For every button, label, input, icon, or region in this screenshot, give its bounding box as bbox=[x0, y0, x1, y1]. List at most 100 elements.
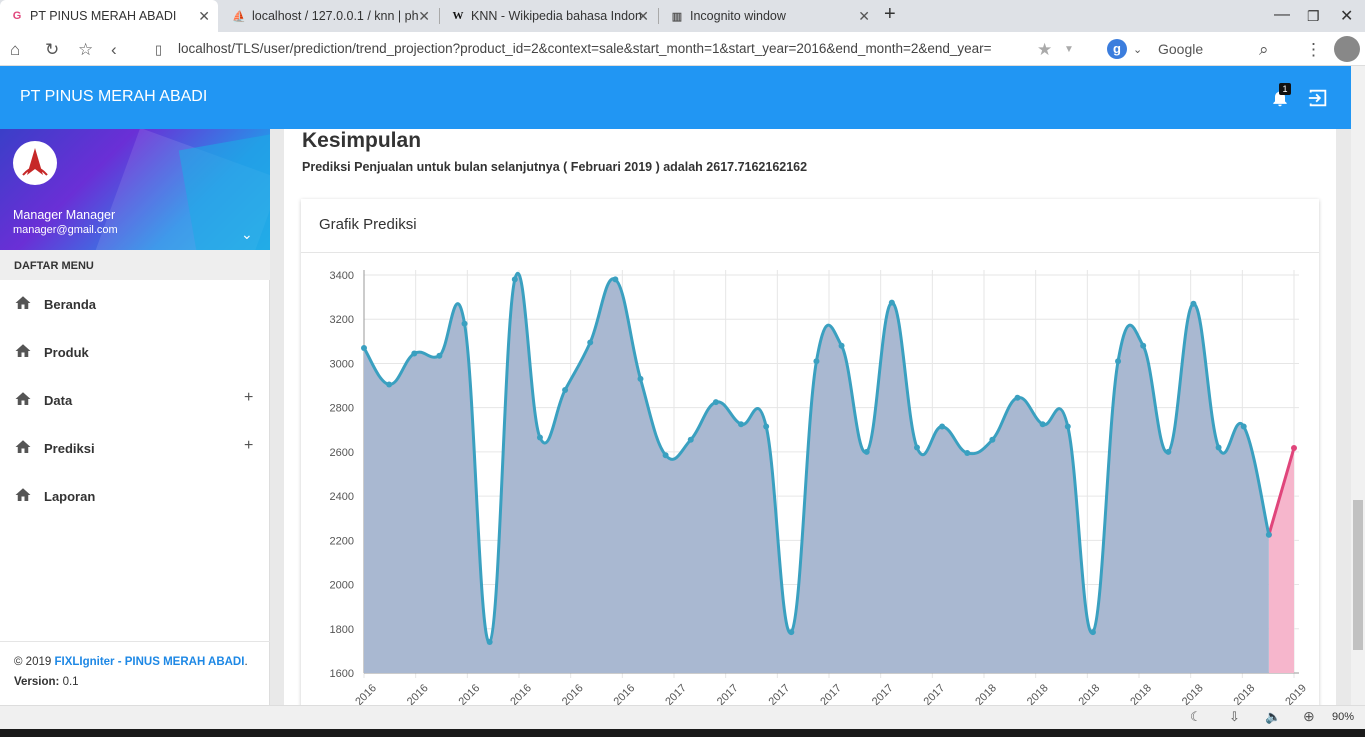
y-tick-label: 2200 bbox=[330, 535, 354, 547]
footer-brand-link[interactable]: FIXLIgniter - PINUS MERAH ABADI bbox=[54, 656, 245, 668]
zoom-in-icon[interactable]: ⊕ bbox=[1303, 708, 1315, 724]
search-engine-icon[interactable]: g bbox=[1107, 39, 1127, 59]
actual-series-point bbox=[461, 320, 468, 327]
url-dropdown-icon[interactable]: ▼ bbox=[1064, 44, 1074, 55]
actual-series-point bbox=[1215, 444, 1222, 451]
user-info-panel: Manager Manager manager@gmail.com ⌄ bbox=[0, 129, 270, 250]
avatar bbox=[13, 141, 57, 185]
browser-tab[interactable]: W KNN - Wikipedia bahasa Indon ✕ bbox=[441, 0, 657, 32]
zoom-level: 90% bbox=[1332, 711, 1355, 723]
actual-series-point bbox=[863, 448, 870, 455]
prediction-series-area bbox=[1268, 447, 1294, 673]
actual-series-point bbox=[1240, 423, 1247, 430]
sidebar-item-laporan[interactable]: Laporan bbox=[0, 472, 270, 520]
browser-tab[interactable]: G PT PINUS MERAH ABADI ✕ bbox=[0, 0, 218, 32]
page-title: Kesimpulan bbox=[302, 129, 422, 152]
minimize-button[interactable]: — bbox=[1274, 6, 1290, 23]
prediction-series-point bbox=[1291, 444, 1297, 451]
bookmark-icon[interactable]: ★ bbox=[1037, 40, 1053, 59]
chevron-down-icon[interactable]: ⌄ bbox=[1133, 44, 1143, 56]
copyright-text: © 2019 bbox=[14, 656, 52, 668]
home-icon[interactable]: ⌂ bbox=[10, 40, 21, 59]
actual-series-point bbox=[562, 386, 569, 393]
close-icon[interactable]: ✕ bbox=[198, 8, 210, 24]
prediction-series-line bbox=[1267, 447, 1296, 536]
actual-series-point bbox=[361, 344, 367, 351]
c-app-icon: G bbox=[12, 10, 22, 22]
sidebar-footer: © 2019 FIXLIgniter - PINUS MERAH ABADI. … bbox=[0, 641, 270, 705]
version-label: Version: bbox=[14, 676, 60, 688]
y-tick-label: 2800 bbox=[330, 403, 354, 415]
browser-tab[interactable]: ▥ Incognito window ✕ bbox=[660, 0, 878, 32]
y-tick-label: 3200 bbox=[330, 314, 354, 326]
sound-icon[interactable]: 🔈 bbox=[1265, 709, 1282, 724]
actual-series-point bbox=[411, 350, 418, 357]
wikipedia-icon: W bbox=[452, 10, 464, 22]
prediction-summary: Prediksi Penjualan untuk bulan selanjutn… bbox=[302, 160, 808, 174]
sidebar-item-label: Prediksi bbox=[44, 441, 95, 456]
sidebar-item-label: Laporan bbox=[44, 489, 96, 504]
expand-plus-icon[interactable]: + bbox=[244, 389, 254, 406]
actual-series-point bbox=[888, 299, 895, 306]
app-title[interactable]: PT PINUS MERAH ABADI bbox=[20, 88, 208, 105]
browser-tab[interactable]: ⛵ localhost / 127.0.0.1 / knn | ph ✕ bbox=[222, 0, 438, 32]
actual-series-point bbox=[838, 342, 845, 349]
actual-series-point bbox=[1165, 448, 1172, 455]
y-tick-label: 3000 bbox=[330, 358, 354, 370]
new-tab-button[interactable]: + bbox=[884, 3, 896, 25]
y-tick-label: 2000 bbox=[330, 580, 354, 592]
company-logo-icon bbox=[22, 148, 48, 176]
actual-series-point bbox=[486, 639, 493, 646]
sidebar-item-produk[interactable]: Produk bbox=[0, 328, 270, 376]
expand-plus-icon[interactable]: + bbox=[244, 437, 254, 454]
sidebar-item-prediksi[interactable]: Prediksi + bbox=[0, 424, 270, 472]
actual-series-point bbox=[587, 339, 594, 346]
bookmark-star-icon[interactable]: ☆ bbox=[78, 40, 94, 59]
os-taskbar bbox=[0, 729, 1365, 737]
phpmyadmin-icon: ⛵ bbox=[232, 10, 246, 23]
actual-series-point bbox=[1014, 394, 1021, 401]
actual-series-point bbox=[1115, 358, 1122, 365]
close-icon[interactable]: ✕ bbox=[637, 8, 649, 24]
app-header: PT PINUS MERAH ABADI bbox=[0, 66, 1351, 129]
y-tick-label: 1600 bbox=[330, 668, 354, 680]
close-window-button[interactable]: ✕ bbox=[1340, 8, 1354, 25]
sidebar-item-data[interactable]: Data + bbox=[0, 376, 270, 424]
home-icon bbox=[15, 440, 31, 453]
back-icon[interactable]: ‹ bbox=[111, 40, 117, 59]
menu-dots-icon[interactable]: ⋮ bbox=[1305, 40, 1322, 59]
actual-series-point bbox=[763, 423, 770, 430]
sidebar-item-beranda[interactable]: Beranda bbox=[0, 280, 270, 328]
restore-button[interactable]: ❐ bbox=[1307, 8, 1320, 24]
actual-series-point bbox=[1140, 342, 1147, 349]
actual-series-point bbox=[637, 375, 644, 382]
logout-icon[interactable] bbox=[1307, 87, 1329, 109]
chevron-down-icon[interactable]: ⌄ bbox=[241, 226, 253, 242]
close-icon[interactable]: ✕ bbox=[858, 8, 870, 24]
scrollbar-thumb[interactable] bbox=[1353, 500, 1363, 650]
tab-title: PT PINUS MERAH ABADI bbox=[30, 9, 177, 23]
main-content: Kesimpulan Prediksi Penjualan untuk bula… bbox=[284, 129, 1336, 719]
sidebar-item-label: Beranda bbox=[44, 297, 97, 312]
reload-icon[interactable]: ↻ bbox=[45, 40, 60, 59]
page-info-icon[interactable]: ▯ bbox=[155, 42, 163, 57]
actual-series-point bbox=[662, 452, 669, 459]
home-icon bbox=[15, 296, 31, 309]
actual-series-point bbox=[612, 276, 619, 283]
profile-avatar[interactable] bbox=[1334, 36, 1360, 62]
actual-series-point bbox=[738, 421, 745, 428]
search-icon[interactable]: ⌕ bbox=[1259, 40, 1269, 59]
actual-series-point bbox=[1089, 629, 1096, 636]
url-field[interactable]: localhost/TLS/user/prediction/trend_proj… bbox=[178, 41, 992, 56]
close-icon[interactable]: ✕ bbox=[418, 8, 430, 24]
night-mode-icon[interactable]: ☾ bbox=[1190, 709, 1202, 724]
address-bar: ⌂ ↻ ☆ ‹ ▯ localhost/TLS/user/prediction/… bbox=[0, 32, 1365, 66]
download-icon[interactable]: ⇩ bbox=[1229, 709, 1240, 724]
card-title: Grafik Prediksi bbox=[319, 216, 417, 233]
menu-header: DAFTAR MENU bbox=[0, 250, 270, 280]
actual-series-point bbox=[1064, 423, 1071, 430]
search-input[interactable]: Google bbox=[1158, 41, 1204, 57]
actual-series-point bbox=[788, 629, 795, 636]
actual-series-point bbox=[813, 358, 820, 365]
version-value: 0.1 bbox=[62, 676, 79, 688]
